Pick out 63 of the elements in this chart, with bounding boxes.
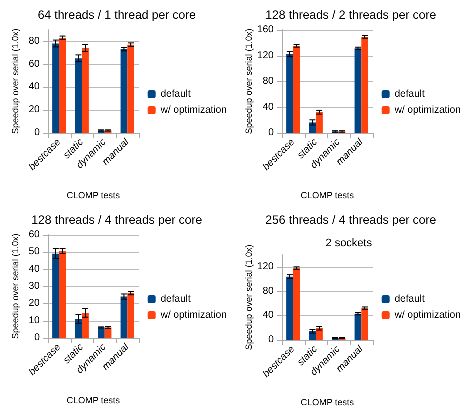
bar	[52, 254, 60, 338]
bar	[120, 49, 128, 133]
bar	[128, 44, 134, 133]
bar	[316, 112, 323, 133]
y-axis-title: Speedup over serial (1.0x)	[10, 234, 20, 340]
bar	[286, 54, 294, 133]
y-tick-label: 60	[28, 58, 40, 70]
y-tick-label: 120	[257, 50, 274, 62]
y-tick-label: 40	[262, 310, 274, 322]
bar	[75, 58, 82, 133]
bar	[362, 308, 368, 340]
bar	[52, 44, 60, 133]
bar	[82, 48, 89, 133]
y-tick-label: 120	[257, 262, 274, 273]
bar	[82, 313, 89, 338]
bar	[120, 296, 128, 338]
bar	[286, 276, 294, 340]
y-tick-label: 10	[28, 315, 40, 326]
bar	[362, 37, 368, 133]
bar	[75, 319, 82, 338]
y-tick-label: 30	[28, 281, 40, 292]
y-tick-label: 0	[34, 332, 40, 344]
chart-title: 64 threads / 1 thread per core	[38, 8, 196, 22]
legend-label: default	[160, 89, 192, 100]
y-tick-label: 50	[28, 246, 40, 258]
bar	[293, 46, 300, 133]
y-tick-label: 40	[28, 82, 40, 93]
x-axis-title: CLOMP tests	[300, 190, 355, 200]
x-axis-title: CLOMP tests	[66, 396, 121, 406]
chart-title: 128 threads / 2 threads per core	[266, 8, 437, 22]
y-axis-title: Speedup over serial (1.0x)	[244, 244, 254, 350]
chart-title: 256 threads / 4 threads per core	[266, 213, 437, 227]
y-tick-label: 40	[262, 102, 274, 113]
y-axis-title: Speedup over serial (1.0x)	[10, 28, 20, 134]
legend-label: w/ optimization	[160, 310, 228, 321]
y-tick-label: 0	[268, 334, 274, 346]
x-axis-title: CLOMP tests	[300, 398, 355, 408]
x-axis-title: CLOMP tests	[66, 190, 121, 200]
legend-label: default	[394, 89, 426, 100]
legend-label: w/ optimization	[394, 310, 462, 321]
y-tick-label: 0	[268, 128, 274, 138]
y-tick-label: 80	[262, 76, 274, 87]
legend-label: default	[160, 294, 192, 305]
chart-title: 128 threads / 4 threads per core	[32, 213, 203, 227]
y-tick-label: 20	[28, 104, 40, 116]
bar	[354, 48, 362, 133]
bar	[59, 38, 66, 133]
y-tick-label: 80	[28, 36, 40, 47]
y-tick-label: 40	[28, 264, 40, 275]
chart-subtitle: 2 sockets	[326, 238, 373, 250]
legend-label: w/ optimization	[394, 105, 462, 116]
y-tick-label: 80	[262, 286, 274, 297]
y-tick-label: 0	[34, 128, 40, 138]
bar	[59, 251, 66, 338]
legend-label: w/ optimization	[160, 105, 228, 116]
y-tick-label: 160	[257, 24, 274, 36]
y-tick-label: 20	[28, 298, 40, 310]
bar	[354, 314, 362, 340]
legend-label: default	[394, 294, 426, 305]
bar	[128, 293, 134, 338]
y-tick-label: 60	[28, 230, 40, 240]
y-axis-title: Speedup over serial (1.0x)	[244, 28, 254, 134]
bar	[293, 268, 300, 340]
